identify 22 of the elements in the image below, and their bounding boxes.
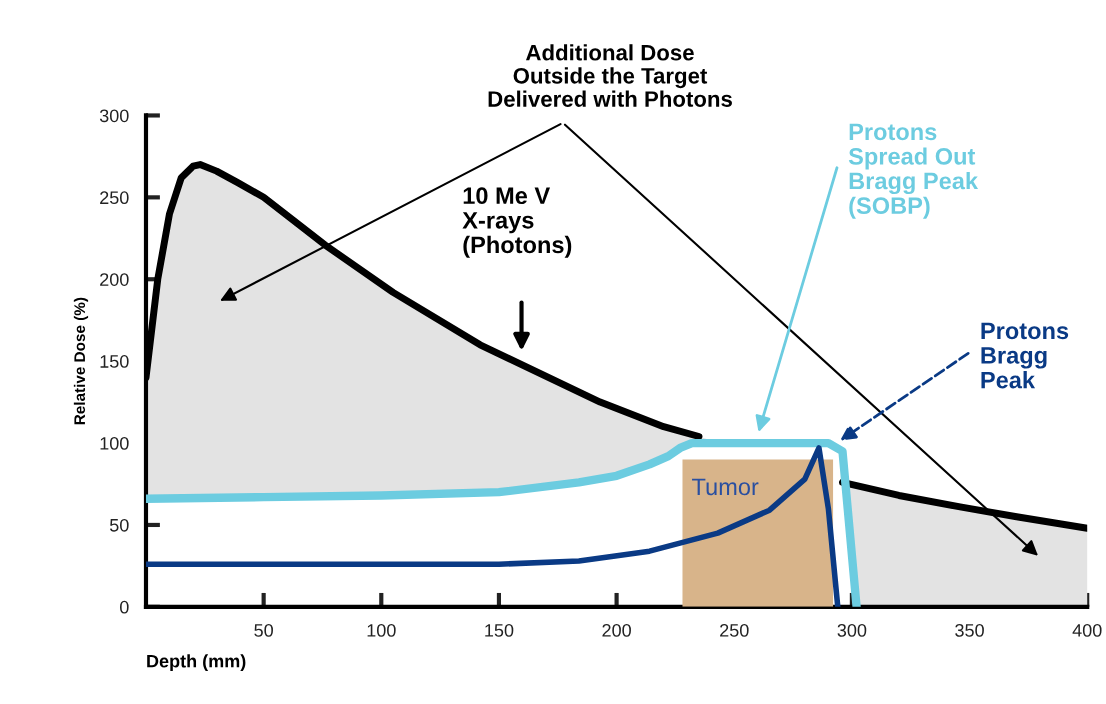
x-tick-label: 200 [602, 623, 631, 637]
x-axis-title: Depth (mm) [147, 654, 246, 672]
y-tick-label: 200 [100, 273, 129, 286]
y-tick-label: 300 [99, 109, 129, 123]
text: Additional Dose Outside the Target Delivered with Photons [488, 44, 732, 107]
y-tick-label: 100 [100, 436, 129, 450]
x-tick-label: 350 [955, 623, 984, 637]
y-tick-label: 250 [100, 191, 129, 205]
annotation: 10 Me V X-rays (Photons) [462, 187, 572, 258]
annotation: Protons Bragg Peak [981, 322, 1069, 389]
y-tick-label: 0 [119, 600, 129, 614]
series-label: Tumor [692, 478, 759, 496]
x-tick-label: 50 [254, 623, 273, 637]
x-tick-label: 250 [720, 623, 749, 637]
x-tick-label: 100 [367, 623, 396, 637]
y-axis-title: Relative Dose (%) [73, 297, 89, 425]
x-tick-label: 150 [485, 623, 514, 637]
annotation: Protons Spread Out Bragg Peak (SOBP) [848, 123, 979, 219]
x-tick-label: 400 [1072, 623, 1102, 637]
y-tick-label: 150 [100, 355, 129, 368]
x-tick-label: 300 [837, 623, 867, 637]
y-tick-label: 50 [109, 518, 129, 532]
